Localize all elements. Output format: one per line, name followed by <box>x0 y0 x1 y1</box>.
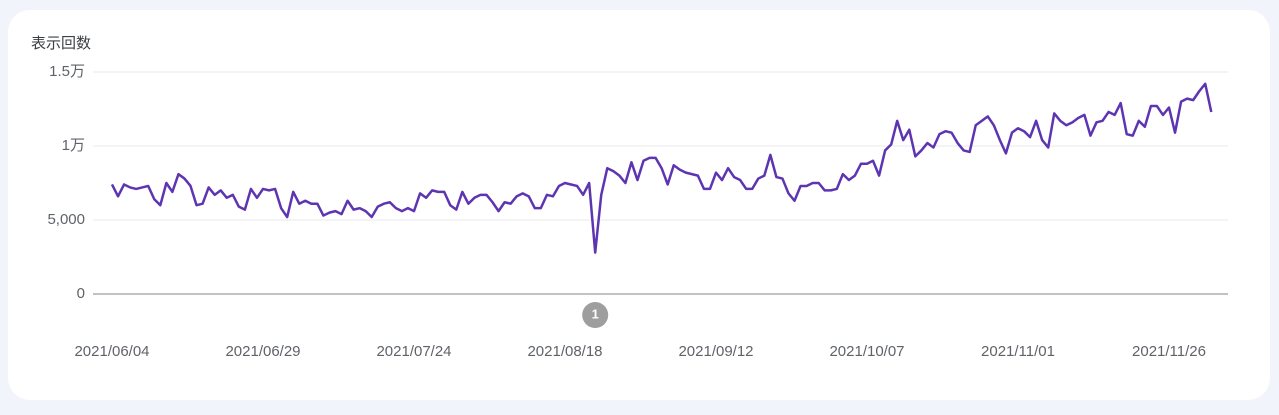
y-tick-label: 1.5万 <box>49 63 85 80</box>
x-tick-label: 2021/07/24 <box>376 343 451 360</box>
annotation-label: 1 <box>592 306 599 321</box>
x-tick-label: 2021/10/07 <box>829 343 904 360</box>
chart-title: 表示回数 <box>31 35 91 52</box>
x-tick-label: 2021/06/29 <box>225 343 300 360</box>
y-tick-label: 5,000 <box>47 211 85 228</box>
x-tick-label: 2021/11/01 <box>981 343 1055 360</box>
x-tick-label: 2021/08/18 <box>527 343 602 360</box>
y-tick-label: 1万 <box>62 137 85 154</box>
card <box>8 10 1270 400</box>
x-tick-label: 2021/11/26 <box>1132 343 1206 360</box>
y-tick-label: 0 <box>77 285 85 302</box>
x-tick-label: 2021/09/12 <box>678 343 753 360</box>
x-tick-label: 2021/06/04 <box>74 343 149 360</box>
line <box>110 82 1213 254</box>
annotation-marker <box>582 302 609 328</box>
